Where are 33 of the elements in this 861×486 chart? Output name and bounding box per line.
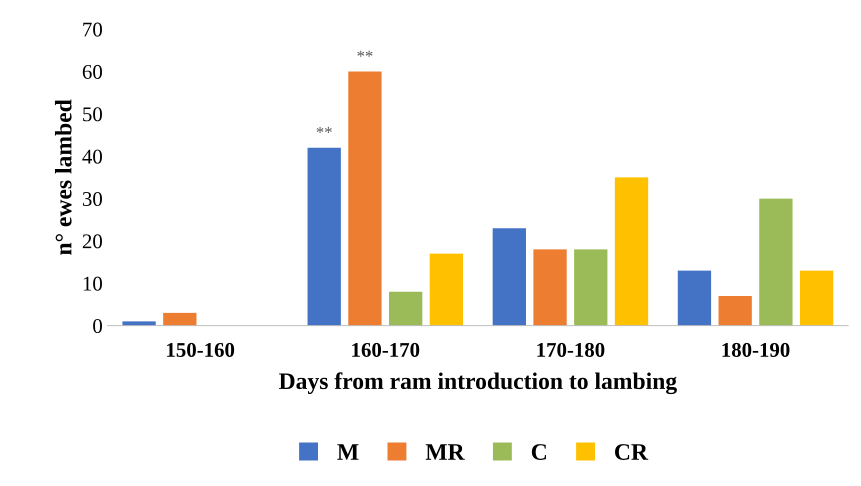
legend-label: C (532, 444, 546, 460)
bar (348, 72, 382, 326)
x-tick-label: 180-190 (722, 342, 790, 357)
legend-label: CR (615, 444, 648, 460)
x-tick-label: 170-180 (537, 342, 604, 357)
bar (492, 228, 526, 326)
y-tick-label: 30 (82, 192, 102, 206)
legend-label: MR (426, 444, 465, 460)
annotation: ** (357, 50, 372, 57)
x-tick-label: 160-170 (352, 342, 420, 357)
x-tick-label: 150-160 (167, 342, 234, 357)
y-tick-label: 60 (82, 64, 102, 79)
y-tick-label: 20 (82, 234, 102, 248)
y-tick-label: 0 (93, 318, 102, 334)
y-tick-label: 10 (84, 276, 102, 291)
y-axis-title: n° ewes lambed (54, 99, 72, 255)
x-axis-title: Days from ram introduction to lambing (278, 372, 677, 394)
bar (533, 249, 567, 326)
bar (430, 254, 464, 326)
bar (614, 177, 648, 326)
bar (308, 148, 341, 326)
bar (718, 296, 752, 326)
bar (389, 292, 422, 326)
y-tick-label: 70 (83, 22, 102, 37)
bar (574, 249, 608, 326)
y-tick-label: 40 (82, 150, 102, 164)
bar (800, 270, 834, 326)
bar (163, 312, 196, 326)
bar (678, 270, 712, 326)
legend-label: M (337, 444, 358, 460)
annotation: ** (316, 126, 332, 134)
bar (759, 198, 793, 326)
y-tick-label: 50 (83, 107, 102, 122)
